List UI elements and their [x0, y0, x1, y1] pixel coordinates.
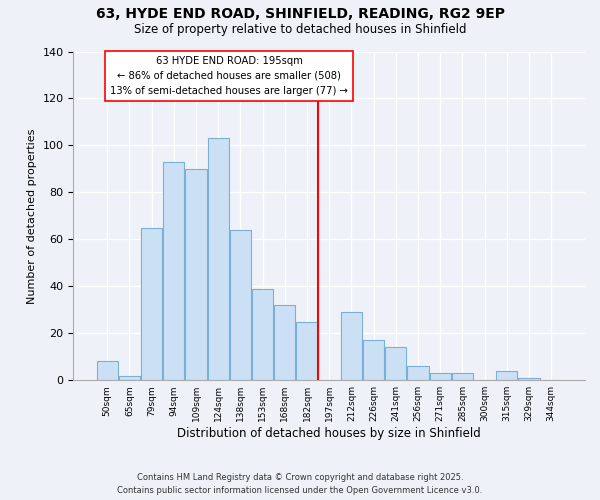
Bar: [407, 366, 428, 380]
Bar: [119, 376, 140, 380]
Bar: [452, 373, 473, 380]
Bar: [341, 312, 362, 380]
Bar: [230, 230, 251, 380]
Text: Contains HM Land Registry data © Crown copyright and database right 2025.
Contai: Contains HM Land Registry data © Crown c…: [118, 474, 482, 495]
Bar: [252, 288, 273, 380]
Bar: [141, 228, 162, 380]
X-axis label: Distribution of detached houses by size in Shinfield: Distribution of detached houses by size …: [178, 427, 481, 440]
Y-axis label: Number of detached properties: Number of detached properties: [27, 128, 37, 304]
Bar: [163, 162, 184, 380]
Bar: [274, 305, 295, 380]
Bar: [496, 371, 517, 380]
Bar: [208, 138, 229, 380]
Bar: [385, 348, 406, 380]
Bar: [97, 362, 118, 380]
Bar: [185, 169, 206, 380]
Bar: [430, 373, 451, 380]
Text: 63 HYDE END ROAD: 195sqm
← 86% of detached houses are smaller (508)
13% of semi-: 63 HYDE END ROAD: 195sqm ← 86% of detach…: [110, 56, 348, 96]
Bar: [363, 340, 384, 380]
Text: 63, HYDE END ROAD, SHINFIELD, READING, RG2 9EP: 63, HYDE END ROAD, SHINFIELD, READING, R…: [95, 8, 505, 22]
Bar: [296, 322, 317, 380]
Bar: [518, 378, 539, 380]
Text: Size of property relative to detached houses in Shinfield: Size of property relative to detached ho…: [134, 22, 466, 36]
